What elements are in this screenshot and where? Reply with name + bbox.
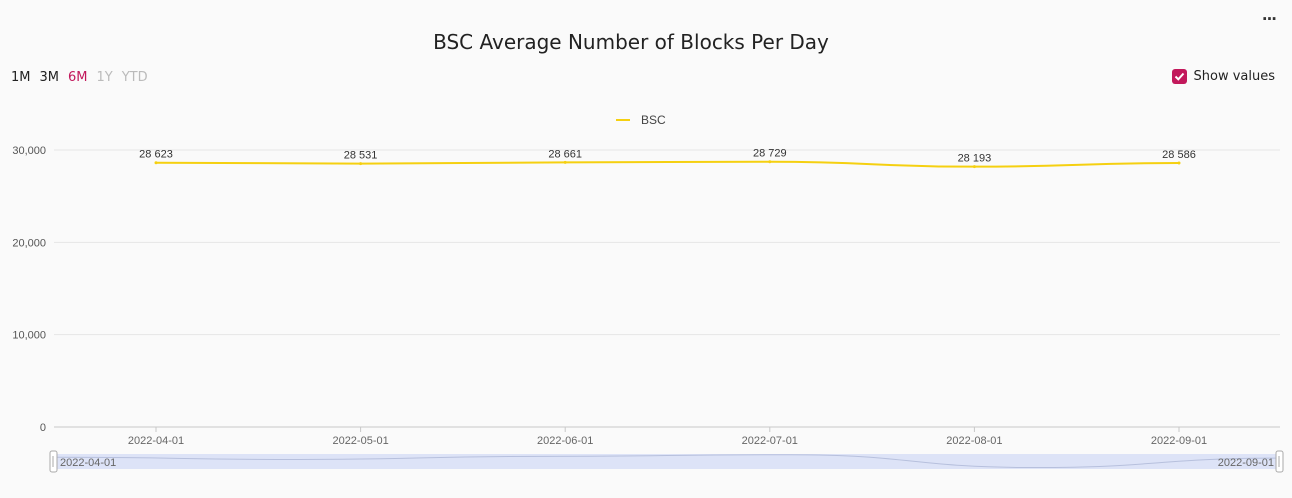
x-tick-label: 2022-05-01 [332, 435, 388, 447]
x-tick-label: 2022-04-01 [128, 435, 184, 447]
y-tick-label: 0 [40, 422, 46, 434]
grid [54, 149, 1280, 428]
data-point [154, 161, 158, 165]
y-tick-label: 20,000 [12, 237, 46, 249]
y-axis-labels: 0 10,000 20,000 30,000 [12, 145, 46, 434]
chart-menu-button[interactable]: ··· [1261, 10, 1277, 28]
data-label: 28 531 [344, 150, 378, 162]
x-tick-label: 2022-07-01 [742, 435, 798, 447]
x-axis-labels: 2022-04-01 2022-05-01 2022-06-01 2022-07-01… [128, 427, 1207, 447]
range-button-1y[interactable]: 1Y [96, 70, 113, 85]
show-values-label: Show values [1193, 69, 1276, 84]
navigator-window[interactable] [54, 454, 1280, 469]
range-button-3m[interactable]: 3M [39, 70, 60, 85]
series-line-bsc [155, 160, 1180, 168]
range-button-ytd[interactable]: YTD [121, 70, 148, 85]
data-point [972, 165, 976, 169]
navigator-start-label: 2022-04-01 [60, 457, 116, 469]
data-label: 28 661 [548, 148, 582, 160]
series-layer: 28 623 28 531 28 661 28 729 28 193 28 586 [139, 148, 1196, 169]
data-point [768, 160, 772, 164]
x-tick-label: 2022-09-01 [1151, 435, 1207, 447]
navigator[interactable]: 2022-04-01 2022-09-01 [49, 450, 1284, 473]
range-selector: 1M 3M 6M 1Y YTD [11, 70, 148, 85]
data-label: 28 729 [753, 148, 787, 160]
show-values-toggle[interactable]: Show values [1171, 69, 1276, 84]
legend-label-bsc: BSC [641, 113, 666, 127]
range-button-1m[interactable]: 1M [11, 70, 31, 85]
data-point [1177, 161, 1181, 165]
data-point [359, 162, 363, 166]
data-label: 28 193 [958, 153, 992, 165]
data-point [563, 160, 567, 164]
legend[interactable]: BSC [616, 113, 666, 127]
chart-title: BSC Average Number of Blocks Per Day [433, 30, 829, 54]
x-tick-label: 2022-08-01 [946, 435, 1002, 447]
navigator-series-line [53, 454, 1281, 469]
navigator-end-label: 2022-09-01 [1218, 457, 1274, 469]
checkbox-icon[interactable] [1171, 69, 1187, 84]
range-button-6m[interactable]: 6M [68, 70, 88, 85]
data-label: 28 623 [139, 149, 173, 161]
data-label: 28 586 [1162, 149, 1196, 161]
y-tick-label: 30,000 [12, 145, 46, 157]
y-tick-label: 10,000 [12, 330, 46, 342]
x-tick-label: 2022-06-01 [537, 435, 593, 447]
